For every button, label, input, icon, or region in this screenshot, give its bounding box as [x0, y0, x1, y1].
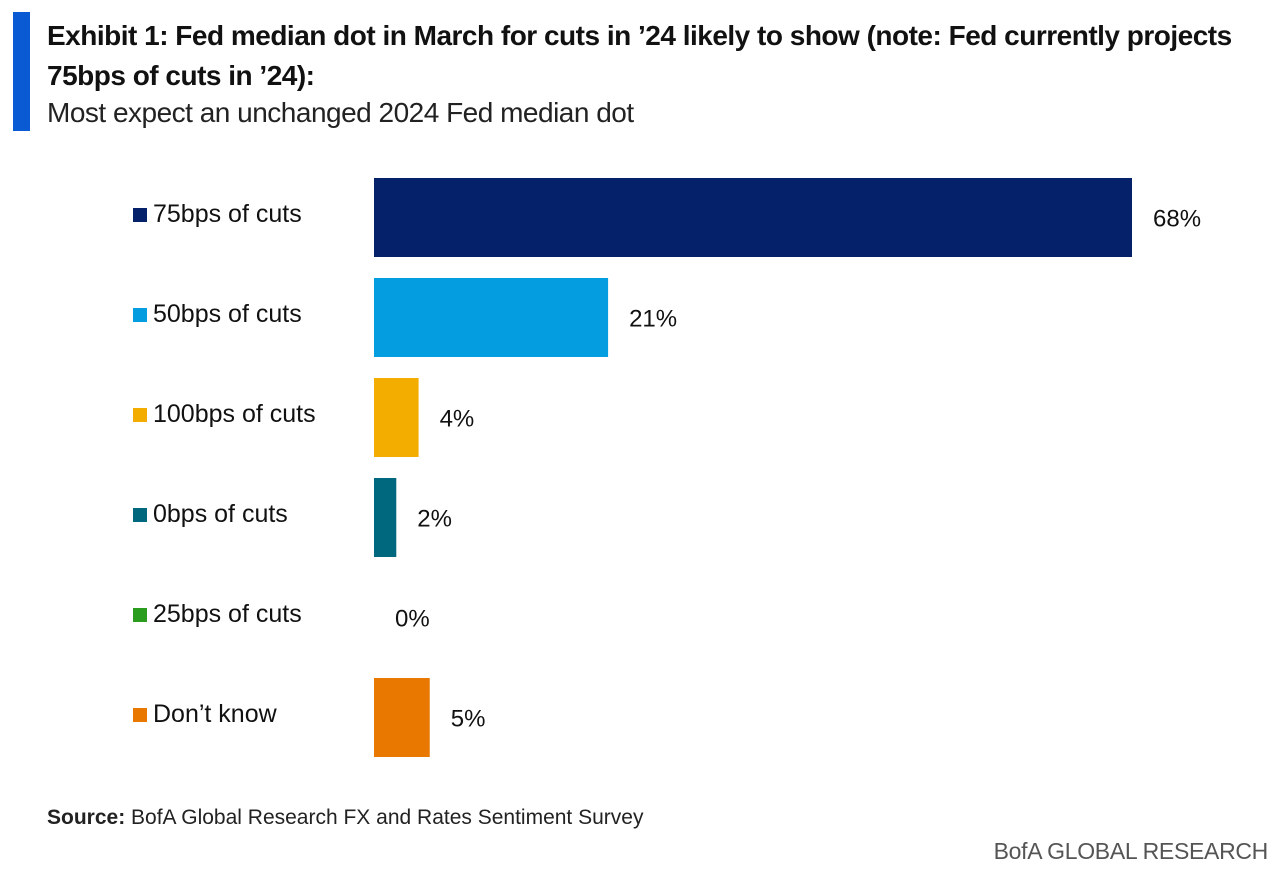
legend-swatch [133, 707, 147, 722]
bar-don-t-know [374, 678, 430, 757]
legend-item-don-t-know: Don’t know [133, 700, 277, 729]
legend-label: Don’t know [153, 700, 277, 728]
legend-item-25bps-of-cuts: 25bps of cuts [133, 600, 302, 629]
legend-label: 25bps of cuts [153, 600, 302, 628]
source-text: BofA Global Research FX and Rates Sentim… [131, 806, 644, 829]
legend-swatch [133, 507, 147, 522]
chart-title: Exhibit 1: Fed median dot in March for c… [47, 20, 1232, 91]
legend-label: 0bps of cuts [153, 500, 288, 528]
legend-swatch [133, 207, 147, 222]
legend-item-75bps-of-cuts: 75bps of cuts [133, 200, 302, 229]
data-label-0bps-of-cuts: 2% [417, 506, 452, 533]
bar-50bps-of-cuts [374, 278, 609, 357]
data-label-100bps-of-cuts: 4% [440, 406, 475, 433]
legend-label: 100bps of cuts [153, 400, 316, 428]
source-label: Source: [47, 806, 126, 829]
bar-100bps-of-cuts [374, 378, 419, 457]
data-label-75bps-of-cuts: 68% [1153, 206, 1201, 233]
data-label-50bps-of-cuts: 21% [629, 306, 677, 333]
bar-75bps-of-cuts [374, 178, 1132, 257]
legend-item-100bps-of-cuts: 100bps of cuts [133, 400, 316, 429]
brand-logo-text: BofA GLOBAL RESEARCH [993, 838, 1269, 864]
title-accent-bar [13, 12, 30, 131]
legend-swatch [133, 607, 147, 622]
legend-label: 50bps of cuts [153, 300, 302, 328]
legend-label: 75bps of cuts [153, 200, 302, 228]
data-label-25bps-of-cuts: 0% [395, 606, 430, 633]
legend-swatch [133, 407, 147, 422]
legend-item-0bps-of-cuts: 0bps of cuts [133, 500, 288, 529]
bar-0bps-of-cuts [374, 478, 397, 557]
data-label-don-t-know: 5% [451, 706, 486, 733]
legend-swatch [133, 307, 147, 322]
chart-subtitle: Most expect an unchanged 2024 Fed median… [47, 97, 634, 128]
legend-item-50bps-of-cuts: 50bps of cuts [133, 300, 302, 329]
source-note: Source: BofA Global Research FX and Rate… [47, 806, 643, 830]
